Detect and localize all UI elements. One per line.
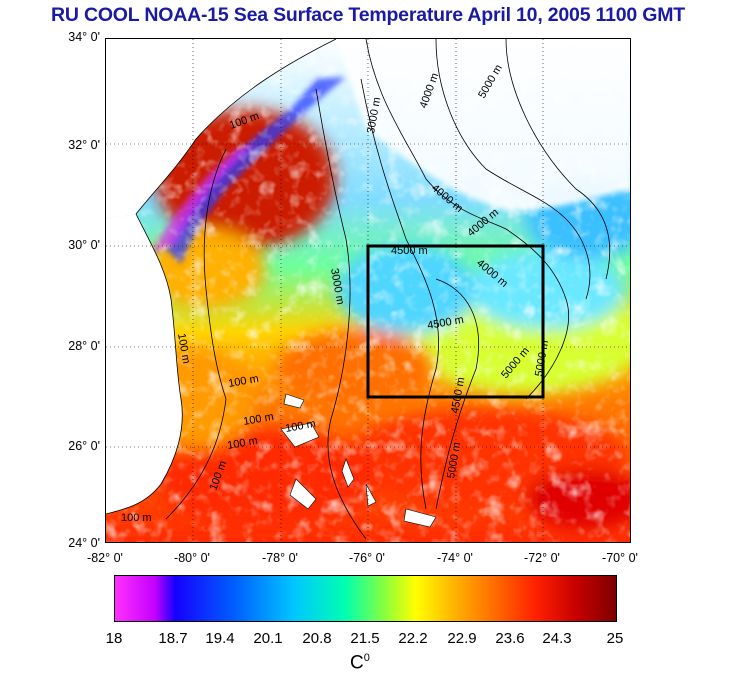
- lon-label: -78° 0': [262, 551, 298, 565]
- florida-land: [106, 214, 183, 514]
- lon-label: -80° 0': [174, 551, 210, 565]
- lat-label: 30° 0': [68, 238, 100, 252]
- lon-label: -82° 0': [87, 551, 123, 565]
- florida-coastline: [106, 213, 183, 515]
- lat-label: 28° 0': [68, 339, 100, 353]
- colorbar-tick: 23.6: [495, 630, 525, 647]
- map-title: RU COOL NOAA-15 Sea Surface Temperature …: [50, 4, 686, 26]
- lat-label: 34° 0': [68, 30, 100, 44]
- depth-label: 100 m: [227, 373, 259, 390]
- colorbar-tick: 20.1: [253, 630, 283, 647]
- lon-label: -70° 0': [602, 551, 638, 565]
- lat-label: 24° 0': [68, 536, 100, 550]
- colorbar-tick: 18: [105, 630, 123, 647]
- depth-label: 100 m: [175, 332, 192, 364]
- unit-superscript: 0: [363, 652, 370, 664]
- colorbar-tick: 20.8: [302, 630, 332, 647]
- southeast-coastline: [135, 39, 337, 215]
- lat-label: 32° 0': [68, 138, 100, 152]
- lat-label: 26° 0': [68, 439, 100, 453]
- bathymetry-contours: [165, 39, 611, 540]
- colorbar-tick: 24.3: [542, 630, 572, 647]
- lon-label: -72° 0': [524, 551, 560, 565]
- colorbar-tick: 21.5: [350, 630, 380, 647]
- lon-label: -74° 0': [437, 551, 473, 565]
- sst-map-svg: 100 m 100 m 100 m 100 m 100 m 100 m 100 …: [106, 39, 630, 542]
- colorbar-tick: 22.2: [398, 630, 428, 647]
- colorbar-tick: 22.9: [447, 630, 477, 647]
- depth-label: 100 m: [242, 411, 274, 428]
- depth-label: 100 m: [284, 418, 316, 435]
- bahamas-islands: [280, 393, 437, 528]
- temperature-unit: C0: [350, 652, 370, 674]
- temperature-colorbar: [114, 575, 617, 622]
- colorbar-tick: 19.4: [205, 630, 235, 647]
- sst-map: 100 m 100 m 100 m 100 m 100 m 100 m 100 …: [105, 38, 631, 543]
- colorbar-tick: 18.7: [158, 630, 188, 647]
- lon-label: -76° 0': [349, 551, 385, 565]
- depth-label: 4500 m: [391, 245, 428, 257]
- depth-label: 100 m: [121, 512, 152, 524]
- colorbar-tick: 25: [606, 630, 624, 647]
- land-north: [106, 39, 336, 219]
- unit-base: C: [350, 652, 364, 674]
- depth-label: 100 m: [226, 435, 258, 452]
- study-area-box: [366, 244, 545, 399]
